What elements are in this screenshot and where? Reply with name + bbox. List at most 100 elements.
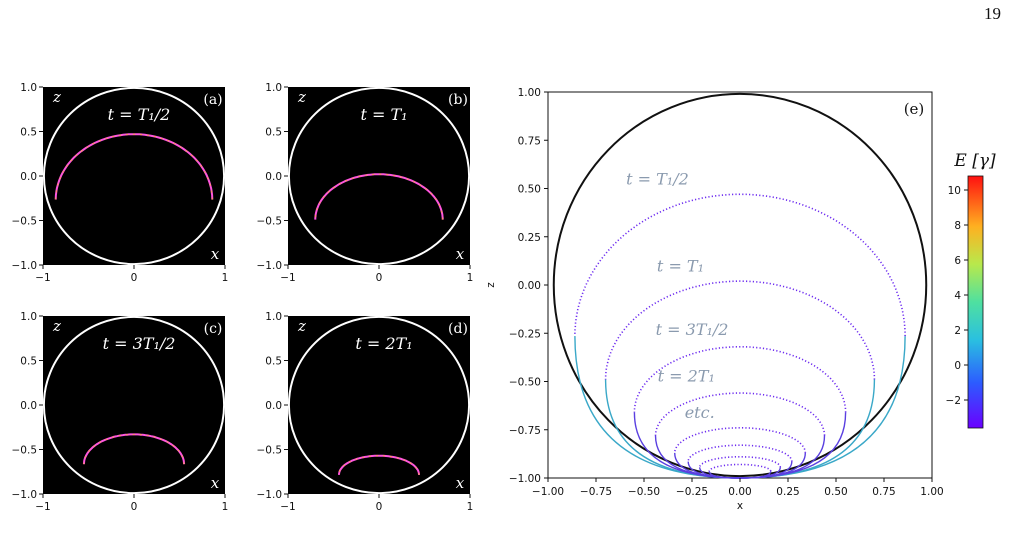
y-tick-label: 0.0: [20, 400, 37, 412]
front-curve-highlight: [83, 434, 185, 465]
x-tick-label: 0: [131, 272, 138, 284]
x-tick-label: 0.00: [728, 486, 751, 498]
front-curve-highlight: [338, 455, 420, 475]
x-axis-label: x: [456, 245, 465, 263]
y-tick-label: −1.0: [257, 260, 283, 272]
curve-dots: [698, 456, 782, 468]
x-tick-label: 1.00: [920, 486, 943, 498]
x-tick-label: −0.25: [676, 486, 708, 498]
plot-area: [43, 316, 225, 494]
x-axis-label: x: [211, 474, 220, 492]
plot-area: [288, 316, 470, 494]
y-tick-label: 0.0: [265, 400, 282, 412]
small-panel: z (a) x t = T₁/2 −1 0 1 1.0 0.5 0.0 −0.5 −1.0: [12, 82, 229, 284]
page-number: 19: [984, 4, 1001, 23]
y-tick-label: 1.0: [265, 311, 282, 323]
front-curve-highlight: [55, 133, 213, 200]
curve-annotation: etc.: [685, 403, 715, 422]
boundary-circle: [287, 315, 471, 495]
x-tick-label: −0.50: [628, 486, 660, 498]
colorbar-tick-label: 2: [954, 325, 961, 337]
y-tick-label: 1.0: [265, 82, 282, 94]
y-tick-label: 0.5: [265, 356, 282, 368]
boundary-circle: [42, 315, 226, 495]
y-tick-label: −0.5: [257, 445, 283, 457]
z-axis-label: z: [52, 317, 61, 335]
x-tick-label: 1: [222, 501, 229, 513]
colorbar-tick-label: 4: [954, 290, 961, 302]
front-curve-highlight: [314, 173, 444, 220]
curve-annotation: t = 2T₁: [658, 367, 715, 386]
plot-area: [43, 87, 225, 265]
plot-area: [547, 91, 933, 479]
y-tick-label: −1.0: [12, 489, 38, 501]
x-axis-label: x: [211, 245, 220, 263]
x-tick-label: 1: [222, 272, 229, 284]
y-tick-label: 0.0: [20, 171, 37, 183]
x-tick-label: 1: [467, 272, 474, 284]
curve-annotation: t = T₁/2: [626, 170, 689, 189]
curve-dots: [574, 193, 906, 337]
z-axis-label: z: [297, 88, 306, 106]
y-tick-label: −0.75: [509, 425, 541, 437]
y-tick-label: 0.5: [20, 356, 37, 368]
panel-tag: (e): [904, 100, 925, 118]
y-axis-label: z: [485, 282, 497, 288]
curve-annotation: t = T₁: [657, 256, 704, 275]
x-tick-label: −1: [35, 272, 50, 284]
curve-dots: [687, 444, 793, 462]
colorbar-tick-label: −2: [946, 395, 961, 407]
panel-tag: (d): [448, 321, 468, 337]
y-tick-label: 0.5: [20, 127, 37, 139]
x-tick-label: 0.25: [776, 486, 799, 498]
z-axis-label: z: [52, 88, 61, 106]
x-tick-label: 0: [131, 501, 138, 513]
time-label: t = T₁: [360, 105, 407, 124]
x-tick-label: 0: [376, 501, 383, 513]
curve-dots: [633, 346, 847, 413]
y-tick-label: 0.25: [518, 232, 541, 244]
y-tick-label: −0.25: [509, 328, 541, 340]
x-tick-label: −1.00: [532, 486, 564, 498]
colorbar-label: E [γ]: [953, 151, 996, 171]
small-panel: z (d) x t = 2T₁ −1 0 1 1.0 0.5 0.0 −0.5 −1.0: [257, 311, 474, 513]
time-label: t = T₁/2: [108, 105, 171, 124]
x-axis-label: x: [456, 474, 465, 492]
colorbar-tick-label: 8: [954, 220, 961, 232]
colorbar-tick-label: 10: [948, 185, 961, 197]
y-tick-label: −0.5: [257, 216, 283, 228]
time-label: t = 2T₁: [355, 334, 412, 353]
y-tick-label: −1.00: [509, 473, 541, 485]
x-tick-label: 1: [467, 501, 474, 513]
y-tick-label: 0.50: [518, 184, 541, 196]
y-tick-label: 0.75: [518, 135, 541, 147]
boundary-circle: [552, 92, 928, 478]
x-tick-label: −1: [280, 501, 295, 513]
boundary-circle: [287, 86, 471, 266]
colorbar: [967, 175, 984, 429]
y-tick-label: 1.0: [20, 311, 37, 323]
time-label: t = 3T₁/2: [103, 334, 176, 353]
y-tick-label: −0.50: [509, 377, 541, 389]
y-tick-label: 0.0: [265, 171, 282, 183]
curve-dots: [604, 280, 876, 380]
small-panel: z (c) x t = 3T₁/2 −1 0 1 1.0 0.5 0.0 −0.5 −1.0: [12, 311, 229, 513]
small-panel: z (b) x t = T₁ −1 0 1 1.0 0.5 0.0 −0.5 −1.0: [257, 82, 474, 284]
x-tick-label: 0: [376, 272, 383, 284]
x-tick-label: 0.75: [872, 486, 895, 498]
x-tick-label: −1: [35, 501, 50, 513]
curve-annotation: t = 3T₁/2: [656, 320, 729, 339]
boundary-circle: [42, 86, 226, 266]
y-tick-label: 1.0: [20, 82, 37, 94]
panel-tag: (a): [203, 92, 222, 108]
curve-dots: [673, 427, 807, 453]
x-tick-label: 0.50: [824, 486, 847, 498]
x-axis-label: x: [737, 500, 743, 512]
z-axis-label: z: [297, 317, 306, 335]
y-tick-label: −0.5: [12, 445, 38, 457]
y-tick-label: 0.00: [518, 280, 541, 292]
colorbar-tick-label: 0: [954, 360, 961, 372]
y-tick-label: −0.5: [12, 216, 38, 228]
curve-dots: [654, 392, 826, 436]
